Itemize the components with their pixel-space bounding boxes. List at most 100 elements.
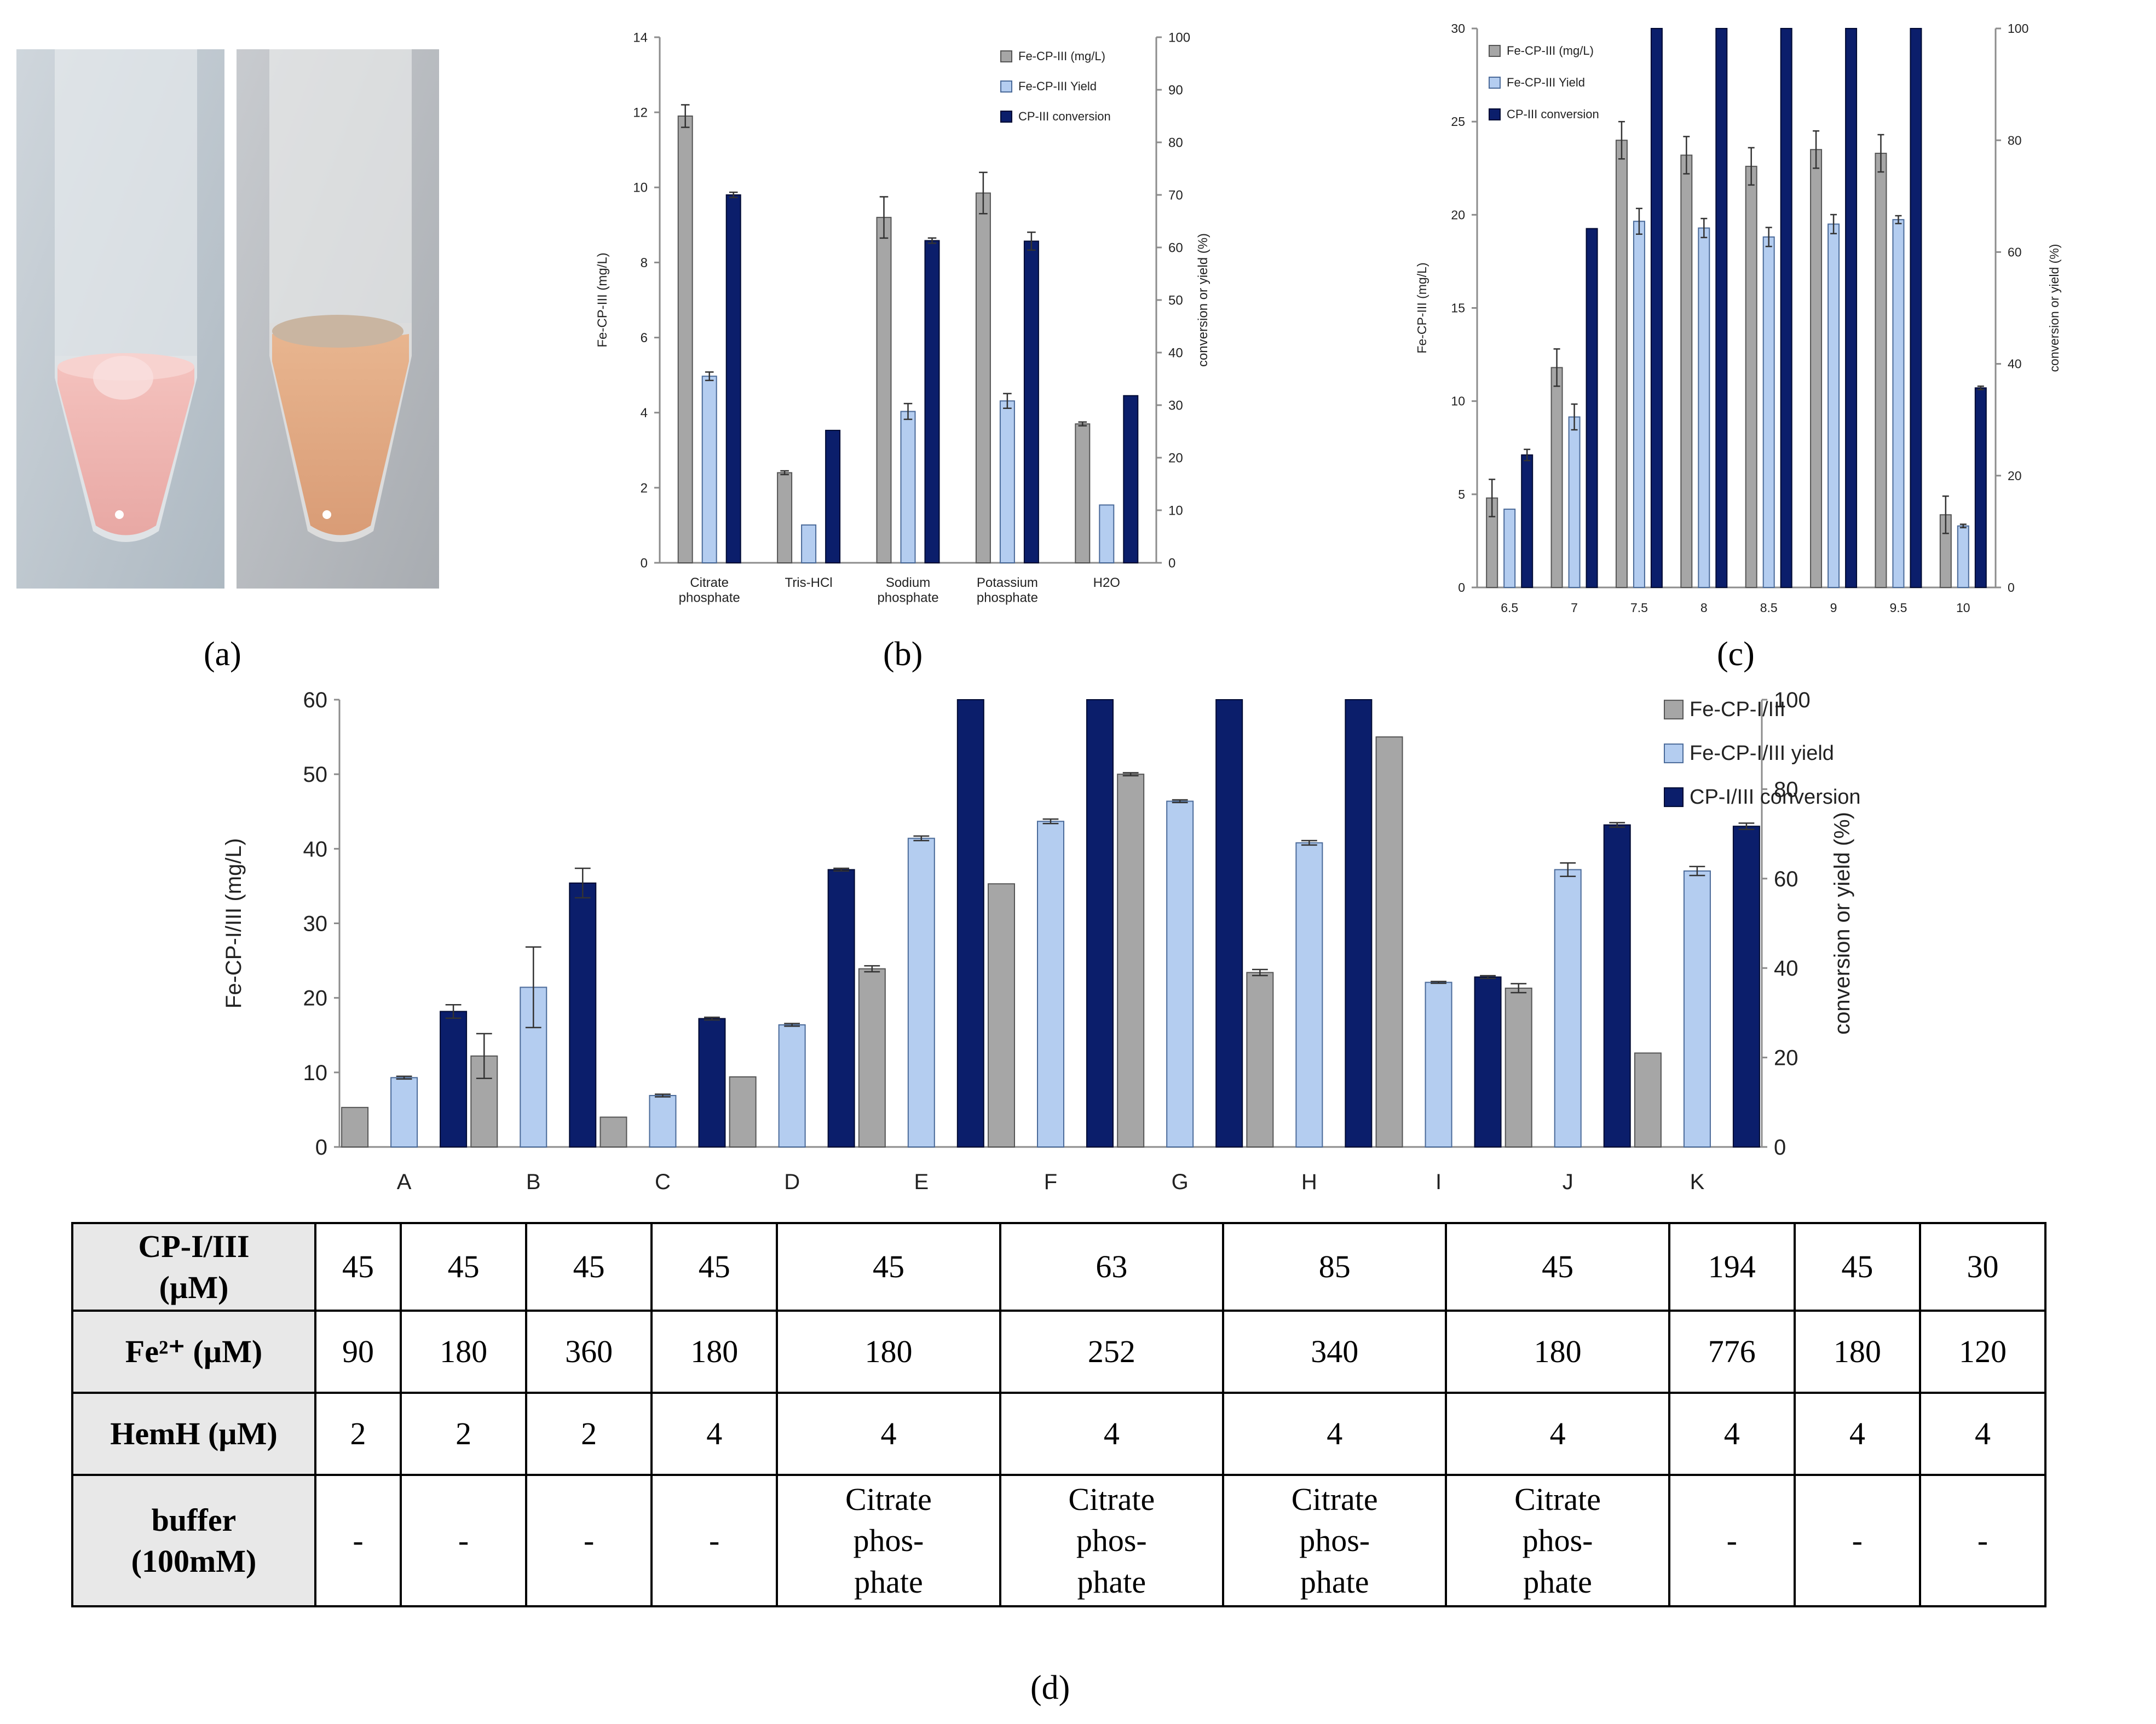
- chart-d-errorbar: [1122, 772, 1139, 777]
- chart-d-errorbar: [1738, 822, 1755, 831]
- table-cell: 45: [1445, 1222, 1670, 1312]
- chart-d-bar-f-s1: [1037, 821, 1064, 1148]
- charts-canvas: 024681012140102030405060708090100Fe-CP-I…: [222, 21, 2061, 1194]
- table-row-header: buffer (100mM): [71, 1474, 316, 1607]
- chart-c-bar-85-s2: [1780, 28, 1792, 588]
- table-cell: 360: [525, 1310, 653, 1394]
- chart-d-bar-a-s0: [341, 1106, 369, 1148]
- chart-c-errorbar: [1830, 214, 1837, 234]
- chart-d-category-label: G: [1172, 1170, 1189, 1194]
- table-cell: 90: [314, 1310, 402, 1394]
- chart-c-ylabel: Fe-CP-III (mg/L): [1415, 262, 1429, 353]
- chart-c-errorbar: [1959, 523, 1967, 529]
- chart-d-errorbar: [1431, 981, 1446, 984]
- chart-b-bar-citratephosphate-s1: [701, 376, 717, 563]
- chart-c-y2tick-label: 60: [2008, 245, 2022, 259]
- chart-b-bar-trishcl-s2: [825, 430, 841, 564]
- chart-b-y2tick-label: 0: [1168, 556, 1175, 570]
- chart-b-bar-h2o-s1: [1099, 504, 1115, 564]
- chart-d-bar-k-s2: [1732, 826, 1760, 1148]
- chart-c-ytick-label: 30: [1451, 21, 1465, 36]
- chart-b-bar-potassiumphosphate-s1: [999, 400, 1015, 563]
- chart-c-ytick-label: 10: [1451, 394, 1465, 408]
- table-cell: 4: [999, 1392, 1225, 1476]
- chart-b-errorbar: [879, 196, 889, 239]
- chart-c-bar-7-s2: [1586, 228, 1598, 588]
- table-cell: 45: [314, 1222, 402, 1312]
- panel-label-d: (d): [1030, 1669, 1070, 1706]
- chart-b-errorbar: [729, 191, 738, 199]
- chart-c-bar-9-s1: [1828, 223, 1840, 589]
- chart-b-ytick-label: 8: [641, 256, 648, 270]
- chart-d-bar-a-s2: [440, 1011, 468, 1148]
- chart-b-bar-potassiumphosphate-s2: [1023, 240, 1039, 564]
- chart-d-bar-g-s2: [1215, 699, 1243, 1148]
- chart-b-errorbar: [681, 104, 690, 128]
- chart-d-errorbar: [655, 1093, 671, 1098]
- chart-c-errorbar: [1618, 120, 1625, 160]
- chart-d-ytick-label: 40: [303, 837, 328, 861]
- chart-d-y2tick-label: 20: [1774, 1046, 1798, 1070]
- chart-d-errorbar: [574, 867, 591, 899]
- table-cell: 180: [776, 1310, 1001, 1394]
- chart-b-ytick-label: 2: [641, 481, 648, 495]
- table-cell: 63: [999, 1222, 1225, 1312]
- chart-b-y2tick-label: 60: [1168, 240, 1183, 255]
- chart-c-bar-65-s1: [1503, 509, 1516, 588]
- chart-d-bar-i-s0: [1375, 736, 1403, 1148]
- chart-d-y2tick-label: 40: [1774, 956, 1798, 981]
- chart-d-errorbar: [1560, 862, 1576, 877]
- chart-d-ylabel: Fe-CP-I/III (mg/L): [222, 838, 246, 1008]
- chart-d-bar-i-s1: [1425, 982, 1452, 1148]
- chart-c-errorbar: [1813, 130, 1820, 169]
- table-cell: -: [525, 1474, 653, 1607]
- chart-c-bar-95-s1: [1892, 219, 1905, 588]
- chart-b-bar-potassiumphosphate-s0: [975, 192, 991, 564]
- chart-d-errorbar: [1172, 799, 1188, 804]
- chart-d-y2tick-label: 60: [1774, 867, 1798, 891]
- chart-c-bar-95-s0: [1875, 153, 1887, 589]
- chart-c-errorbar: [1942, 495, 1949, 534]
- chart-c-errorbar: [1977, 385, 1984, 390]
- chart-c-errorbar: [1700, 217, 1708, 239]
- chart-c-ytick-label: 20: [1451, 207, 1465, 222]
- chart-c-ytick-label: 25: [1451, 114, 1465, 129]
- panel-label-a: (a): [204, 636, 241, 673]
- chart-c-legend-label-0: Fe-CP-III (mg/L): [1507, 44, 1594, 57]
- chart-c-legend-label-1: Fe-CP-III Yield: [1507, 76, 1585, 89]
- table-cell: 776: [1668, 1310, 1796, 1394]
- chart-c-bar-8-s1: [1698, 227, 1710, 588]
- chart-d-legend-label-1: Fe-CP-I/III yield: [1690, 742, 1834, 765]
- chart-b-bar-trishcl-s1: [801, 524, 817, 564]
- chart-c-ytick-label: 15: [1451, 301, 1465, 315]
- chart-b-legend-label-2: CP-III conversion: [1018, 109, 1111, 123]
- chart-b-legend-swatch-1: [1000, 80, 1012, 93]
- chart-c-legend-swatch-0: [1489, 45, 1501, 57]
- chart-c-errorbar: [1571, 403, 1578, 431]
- table-cell: 180: [400, 1310, 528, 1394]
- chart-d-category-label: B: [526, 1170, 541, 1194]
- chart-d-category-label: A: [397, 1170, 412, 1194]
- chart-d-errorbar: [704, 1016, 720, 1021]
- chart-b-legend-label-1: Fe-CP-III Yield: [1018, 79, 1097, 93]
- chart-b-ytick-label: 10: [633, 181, 648, 195]
- table-row: Fe²⁺ (µM) 90 180 360 180 180 252 340 180 776 180 12…: [71, 1310, 2047, 1394]
- chart-d-ytick-label: 20: [303, 987, 328, 1011]
- chart-c-bar-10-s2: [1974, 387, 1987, 588]
- chart-d-category-label: I: [1436, 1170, 1442, 1194]
- chart-c-ytick-label: 0: [1458, 580, 1465, 595]
- chart-b-errorbar: [1027, 231, 1036, 251]
- chart-b-y2tick-label: 40: [1168, 345, 1183, 360]
- table-cell: -: [400, 1474, 528, 1607]
- chart-c-errorbar: [1635, 207, 1642, 235]
- chart-d-ytick-label: 50: [303, 763, 328, 787]
- photo-tube-left: [16, 49, 224, 589]
- chart-d-bar-e-s2: [956, 699, 984, 1148]
- chart-b-bar-citratephosphate-s2: [725, 194, 741, 563]
- chart-c-errorbar: [1748, 147, 1755, 186]
- table-cell: 4: [1793, 1392, 1921, 1476]
- chart-c-bar-8-s0: [1680, 154, 1693, 588]
- chart-c-legend-label-2: CP-III conversion: [1507, 107, 1599, 121]
- chart-c-y2tick-label: 100: [2008, 21, 2028, 36]
- panel-label-c: (c): [1717, 636, 1755, 673]
